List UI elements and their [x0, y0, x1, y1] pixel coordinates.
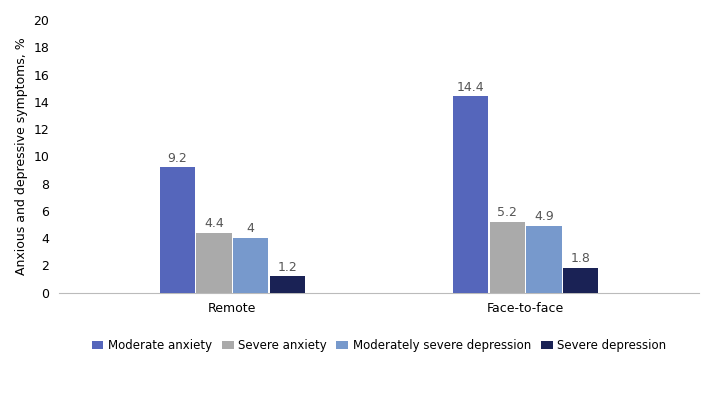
Text: 14.4: 14.4	[457, 81, 484, 94]
Bar	[270, 276, 305, 293]
Text: 1.2: 1.2	[278, 261, 297, 273]
Bar	[490, 222, 525, 293]
Text: 1.8: 1.8	[571, 252, 591, 266]
Text: 9.2: 9.2	[167, 151, 187, 165]
Text: 4: 4	[247, 222, 254, 235]
Bar	[196, 233, 231, 293]
Bar	[563, 268, 598, 293]
Text: 4.4: 4.4	[204, 217, 224, 230]
Bar	[453, 96, 489, 293]
Text: 4.9: 4.9	[534, 210, 554, 223]
Text: 5.2: 5.2	[497, 206, 518, 219]
Bar	[160, 167, 195, 293]
Y-axis label: Anxious and depressive symptoms, %: Anxious and depressive symptoms, %	[15, 37, 28, 275]
Bar	[233, 238, 268, 293]
Legend: Moderate anxiety, Severe anxiety, Moderately severe depression, Severe depressio: Moderate anxiety, Severe anxiety, Modera…	[87, 334, 671, 356]
Bar	[526, 226, 562, 293]
